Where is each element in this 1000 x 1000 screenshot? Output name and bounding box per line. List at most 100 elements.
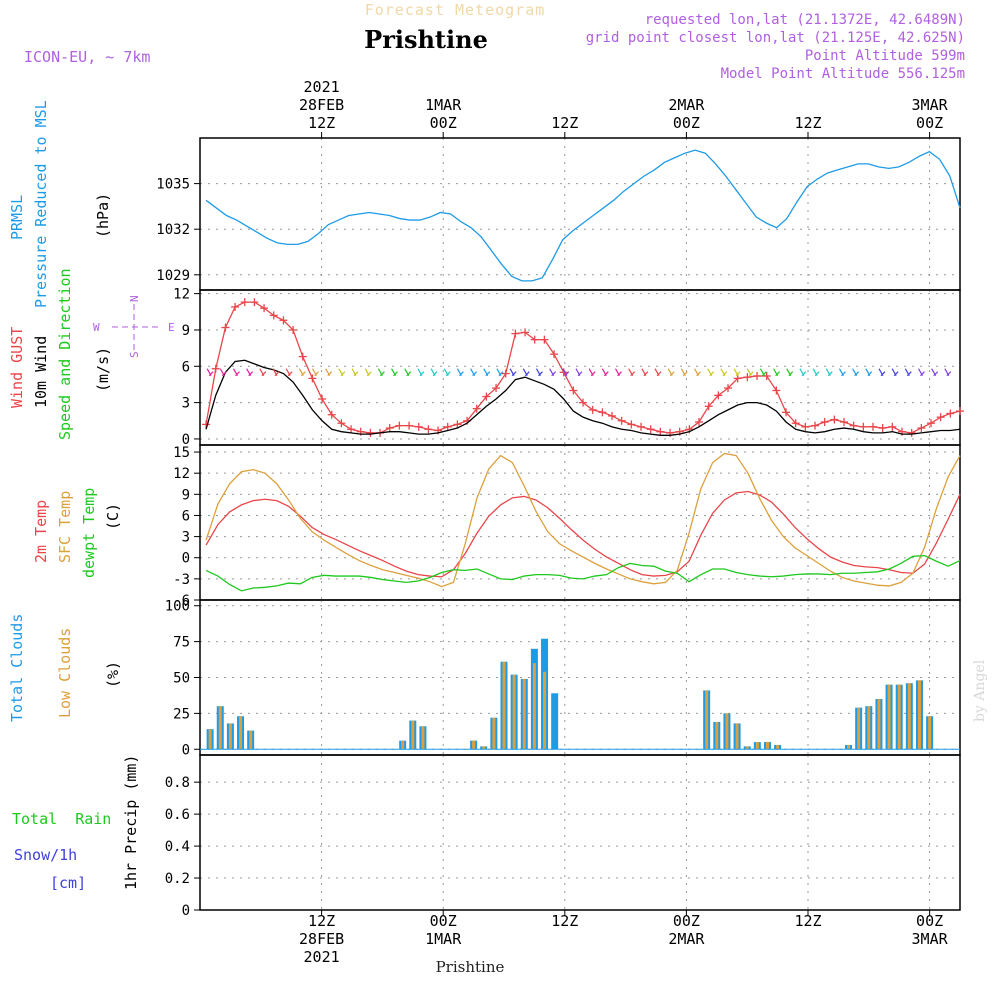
time-tick-label: 00Z: [916, 912, 943, 930]
low-clouds-bar: [492, 717, 496, 750]
snow-label: Snow/1h: [14, 846, 77, 864]
low-clouds-bar: [776, 744, 780, 750]
wind-barb-head: [656, 371, 662, 377]
wind-barb-head: [287, 371, 293, 377]
dewpt-label: dewpt Temp: [80, 488, 98, 578]
prmsl-desc-label: Pressure Reduced to MSL: [32, 100, 50, 308]
wind-barb-head: [722, 371, 728, 377]
low-clouds-bar: [857, 707, 861, 750]
low-clouds-bar: [543, 671, 547, 750]
time-tick-label: 1MAR: [425, 96, 462, 114]
low-clouds-bar: [472, 740, 476, 750]
ytick-label: 15: [173, 445, 190, 461]
wind-barb-head: [485, 371, 491, 377]
point-altitude: Point Altitude 599m: [805, 48, 965, 64]
precip-panel: 0 0.2 0.4 0.6 0.8: [165, 754, 961, 919]
clouds-unit: (%): [104, 661, 122, 688]
time-tick-label: 1MAR: [425, 930, 462, 948]
time-tick-label: 12Z: [551, 912, 578, 930]
wind-barb-head: [682, 371, 688, 377]
wind-barb-head: [827, 371, 833, 377]
wind-barb-head: [498, 371, 504, 377]
pressure-panel: 1029 1032 1035: [156, 137, 961, 291]
wind-barb-head: [432, 371, 438, 377]
ytick-label: 1032: [156, 222, 190, 238]
low-clouds-bar: [208, 729, 212, 750]
wind-barb-head: [524, 371, 530, 377]
2m-temp-line: [205, 490, 961, 578]
wind-barb-head: [261, 371, 267, 377]
low-clouds-bar: [928, 716, 932, 750]
model-altitude: Model Point Altitude 556.125m: [721, 66, 965, 82]
ytick-label: 3: [182, 396, 190, 412]
footer-station: Prishtine: [436, 958, 505, 976]
low-clouds-bar: [745, 746, 749, 750]
dewpt-temp-line: [205, 554, 961, 592]
low-clouds-bar: [228, 723, 232, 750]
ytick-label: 0.2: [165, 871, 190, 887]
wind-barb-head: [445, 371, 451, 377]
low-clouds-bar: [907, 683, 911, 750]
ytick-label: 75: [173, 635, 190, 651]
total-clouds-label: Total Clouds: [8, 614, 26, 722]
wind-barb-head: [538, 371, 543, 377]
time-tick-label: 2MAR: [668, 930, 705, 948]
low-clouds-bar: [715, 721, 719, 750]
wind-barb-head: [353, 371, 359, 377]
ytick-label: 3: [182, 530, 190, 546]
low-clouds-bar: [522, 678, 526, 750]
low-clouds-bar: [765, 742, 769, 750]
ytick-label: -6: [173, 593, 190, 609]
wind-barb-head: [643, 371, 649, 377]
total-rain-label: Total Rain: [12, 810, 111, 828]
ytick-label: 9: [182, 487, 190, 503]
wind-barb-head: [314, 371, 319, 377]
wind-barb-head: [419, 371, 425, 377]
wind-barb-head: [920, 371, 925, 377]
ytick-label: 100: [165, 599, 190, 615]
snow-unit-label: [cm]: [50, 874, 86, 892]
time-tick-label: 2MAR: [668, 96, 705, 114]
compass-s: S: [128, 351, 141, 358]
low-clouds-bar: [218, 706, 222, 750]
wind-barb-head: [590, 371, 596, 377]
time-tick-label: 2021: [304, 78, 340, 96]
pressure-unit: (hPa): [94, 193, 112, 238]
wind-unit: (m/s): [94, 347, 112, 392]
wind-barb-head: [472, 371, 478, 377]
ytick-label: -3: [173, 572, 190, 588]
wind-barb-head: [208, 371, 214, 377]
ytick-label: 25: [173, 706, 190, 722]
prmsl-label: PRMSL: [8, 195, 26, 240]
panel-frame: [199, 754, 961, 911]
time-tick-label: 12Z: [308, 114, 335, 132]
temp-unit: (C): [104, 503, 122, 530]
wind-barb-head: [577, 371, 583, 377]
wind-barb-head: [617, 371, 622, 377]
wind-barb-head: [696, 371, 701, 377]
low-clouds-bar: [755, 742, 759, 750]
ytick-label: 12: [173, 466, 190, 482]
wind-barb-head: [854, 371, 860, 377]
ytick-label: 0.8: [165, 775, 190, 791]
total-clouds-bar: [551, 693, 559, 750]
time-tick-label: 12Z: [794, 912, 821, 930]
sfc-temp-label: SFC Temp: [56, 491, 74, 563]
wind-barb-head: [814, 371, 820, 377]
low-clouds-bar: [502, 661, 506, 750]
low-clouds-bar: [421, 726, 425, 750]
watermark: by Angel: [972, 659, 988, 722]
low-clouds-bar: [239, 716, 243, 750]
ytick-label: 0: [182, 432, 190, 448]
wind-barb-head: [300, 371, 306, 377]
wind-barb-head: [946, 371, 952, 377]
wind-panel: 0 3 6 9 12: [173, 287, 964, 448]
low-clouds-bar: [411, 720, 415, 750]
gust-label: Wind GUST: [8, 327, 26, 408]
time-tick-label: 2021: [304, 948, 340, 966]
wind-barb-head: [669, 371, 675, 377]
wind-barb-head: [933, 371, 939, 377]
wind-barb-head: [248, 371, 254, 377]
